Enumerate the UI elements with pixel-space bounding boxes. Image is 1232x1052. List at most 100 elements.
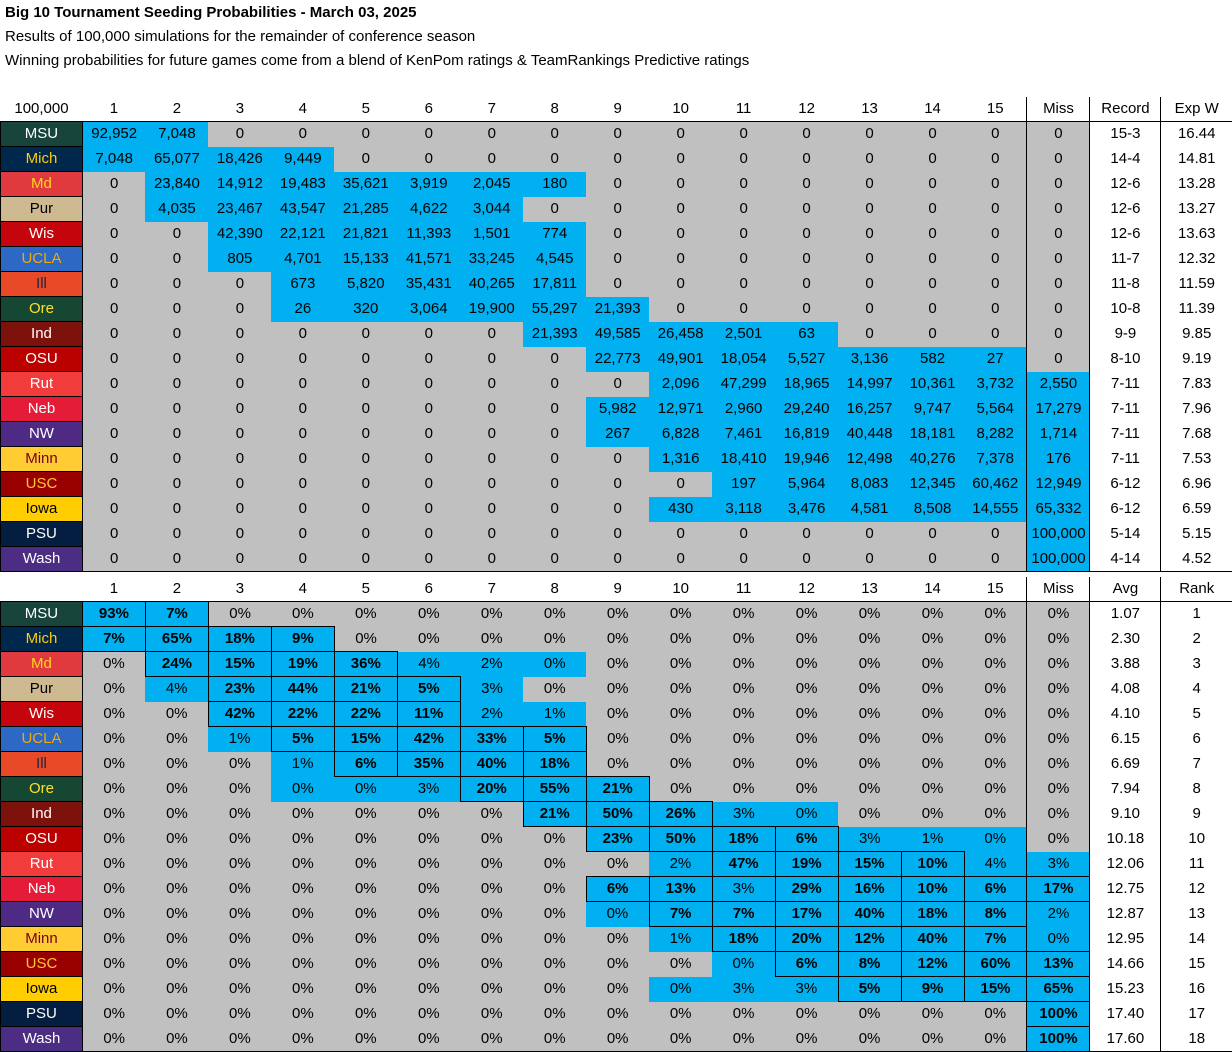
rank-cell: 8: [1161, 777, 1232, 802]
team-name-cell: USC: [1, 472, 83, 497]
header-record: Record: [1090, 97, 1161, 122]
seed-value-cell: 0: [838, 147, 901, 172]
seed-value-cell: 0%: [775, 1027, 838, 1052]
seed-value-cell: 0: [460, 322, 523, 347]
seed-value-cell: 0%: [838, 627, 901, 652]
seed-value-cell: 0%: [208, 1027, 271, 1052]
rank-cell: 2: [1161, 627, 1232, 652]
seed-value-cell: 21%: [523, 802, 586, 827]
seed-value-cell: 0%: [397, 1002, 460, 1027]
record-cell: 6-12: [1090, 472, 1161, 497]
seed-value-cell: 60,462: [964, 472, 1027, 497]
seed-value-cell: 18,965: [775, 372, 838, 397]
seed-value-cell: 0: [271, 347, 334, 372]
expected-wins-cell: 13.28: [1161, 172, 1232, 197]
seed-value-cell: 0%: [712, 677, 775, 702]
record-cell: 12-6: [1090, 172, 1161, 197]
record-cell: 11-7: [1090, 247, 1161, 272]
seed-value-cell: 0: [208, 472, 271, 497]
seed-value-cell: 0: [145, 522, 208, 547]
seed-value-cell: 0: [271, 522, 334, 547]
expected-wins-cell: 5.15: [1161, 522, 1232, 547]
seed-value-cell: 0%: [208, 927, 271, 952]
seed-value-cell: 0: [901, 197, 964, 222]
team-name-cell: PSU: [1, 1002, 83, 1027]
average-seed-cell: 12.06: [1090, 852, 1161, 877]
header-seed-6: 6: [397, 97, 460, 122]
expected-wins-cell: 16.44: [1161, 122, 1232, 147]
seed-value-cell: 0%: [586, 602, 649, 627]
seed-value-cell: 0: [523, 347, 586, 372]
seed-value-cell: 0: [271, 547, 334, 572]
seed-value-cell: 17%: [775, 902, 838, 927]
seed-value-cell: 13%: [649, 877, 712, 902]
seed-value-cell: 0%: [586, 852, 649, 877]
seed-value-cell: 18,054: [712, 347, 775, 372]
expected-wins-cell: 7.68: [1161, 422, 1232, 447]
seed-value-cell: 0%: [397, 877, 460, 902]
rank-cell: 1: [1161, 602, 1232, 627]
seed-value-cell: 0: [712, 272, 775, 297]
miss-count-cell: 65%: [1027, 977, 1090, 1002]
seed-value-cell: 0%: [334, 977, 397, 1002]
record-cell: 7-11: [1090, 447, 1161, 472]
header-seed-8: 8: [523, 577, 586, 602]
team-name-cell: Ore: [1, 297, 83, 322]
seed-value-cell: 0: [586, 122, 649, 147]
seed-value-cell: 0%: [397, 977, 460, 1002]
seed-value-cell: 0: [460, 372, 523, 397]
seed-value-cell: 0: [271, 472, 334, 497]
miss-count-cell: 0%: [1027, 627, 1090, 652]
seed-value-cell: 0%: [964, 602, 1027, 627]
seed-value-cell: 0%: [586, 952, 649, 977]
seed-value-cell: 0%: [712, 752, 775, 777]
average-seed-cell: 17.40: [1090, 1002, 1161, 1027]
seed-value-cell: 0: [838, 222, 901, 247]
seed-value-cell: 0: [523, 522, 586, 547]
seed-value-cell: 0: [586, 272, 649, 297]
seed-value-cell: 21%: [586, 777, 649, 802]
record-cell: 4-14: [1090, 547, 1161, 572]
rank-cell: 14: [1161, 927, 1232, 952]
seed-value-cell: 40%: [460, 752, 523, 777]
miss-count-cell: 1,714: [1027, 422, 1090, 447]
rank-cell: 9: [1161, 802, 1232, 827]
seed-value-cell: 0%: [82, 727, 145, 752]
seed-value-cell: 0: [649, 472, 712, 497]
miss-count-cell: 0%: [1027, 652, 1090, 677]
seed-value-cell: 0%: [838, 727, 901, 752]
expected-wins-cell: 7.53: [1161, 447, 1232, 472]
rank-cell: 11: [1161, 852, 1232, 877]
seed-value-cell: 0%: [82, 677, 145, 702]
seed-value-cell: 0: [775, 297, 838, 322]
seed-value-cell: 2%: [460, 702, 523, 727]
seed-value-cell: 11%: [397, 702, 460, 727]
expected-wins-cell: 9.85: [1161, 322, 1232, 347]
seed-value-cell: 0%: [775, 627, 838, 652]
header-seed-2: 2: [145, 97, 208, 122]
seed-value-cell: 7,048: [82, 147, 145, 172]
seed-value-cell: 47%: [712, 852, 775, 877]
header-seed-12: 12: [775, 577, 838, 602]
seed-value-cell: 0%: [460, 927, 523, 952]
seed-value-cell: 0%: [712, 627, 775, 652]
seed-value-cell: 0: [901, 522, 964, 547]
seed-value-cell: 18%: [523, 752, 586, 777]
seed-value-cell: 0: [208, 497, 271, 522]
record-cell: 6-12: [1090, 497, 1161, 522]
seed-value-cell: 43,547: [271, 197, 334, 222]
seed-value-cell: 0: [649, 122, 712, 147]
seed-value-cell: 9%: [901, 977, 964, 1002]
rank-cell: 12: [1161, 877, 1232, 902]
seed-value-cell: 0: [334, 422, 397, 447]
seed-value-cell: 0%: [901, 727, 964, 752]
seed-value-cell: 0%: [649, 652, 712, 677]
seed-value-cell: 0: [838, 522, 901, 547]
seed-value-cell: 14,912: [208, 172, 271, 197]
seed-value-cell: 0: [145, 297, 208, 322]
seed-value-cell: 23,467: [208, 197, 271, 222]
seed-value-cell: 0: [82, 472, 145, 497]
seed-value-cell: 21,393: [586, 297, 649, 322]
seed-value-cell: 3%: [775, 977, 838, 1002]
